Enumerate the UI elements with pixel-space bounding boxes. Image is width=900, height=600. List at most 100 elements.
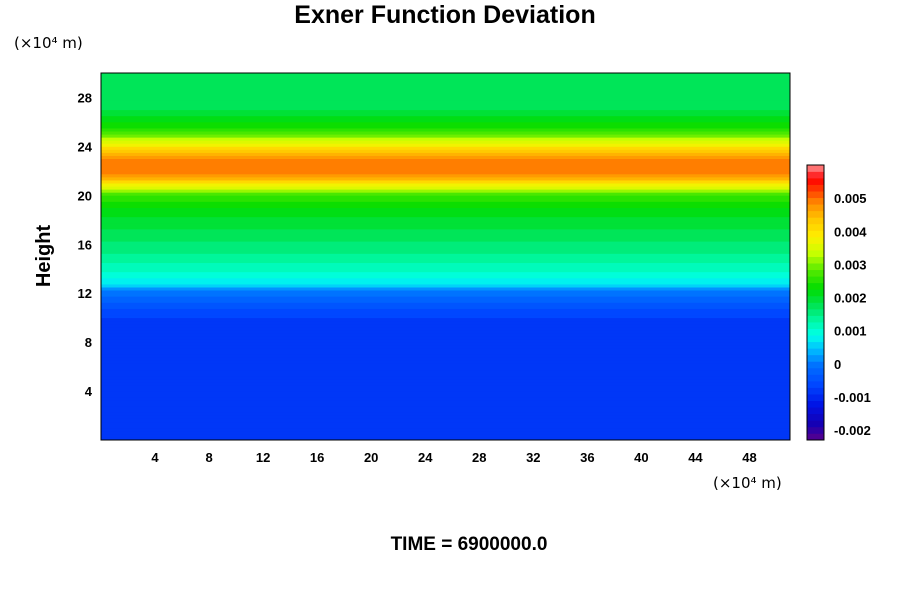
heatmap-band [101,317,790,322]
y-axis-label: Height [33,225,55,288]
x-axis-unit: (×10⁴ m) [713,474,782,492]
x-tick-label: 32 [526,450,540,465]
x-tick-label: 20 [364,450,378,465]
heatmap-band [101,219,790,224]
heatmap-band [101,344,790,349]
heatmap-band [101,378,790,383]
heatmap-band [101,335,790,340]
heatmap-band [101,225,790,230]
heatmap-band [101,167,790,172]
colorbar-swatch [807,433,824,441]
heatmap-band [101,106,790,111]
heatmap-band [101,418,790,423]
heatmap-band [101,146,790,150]
heatmap-band [101,311,790,316]
heatmap-band [101,176,790,181]
heatmap-band [101,396,790,401]
colorbar-tick-label: 0.005 [834,191,867,206]
heatmap-band [101,194,790,199]
colorbar-tick-label: 0.001 [834,324,867,339]
heatmap-band [101,121,790,126]
heatmap-band [101,412,790,416]
colorbar-swatch [807,413,824,421]
colorbar-swatch [807,190,824,199]
colorbar [806,164,825,441]
colorbar-swatch [807,203,824,212]
heatmap-band [101,72,790,77]
colorbar-swatch [807,406,824,415]
colorbar-swatch [807,426,824,434]
colorbar-swatch [807,236,824,244]
x-tick-label: 44 [688,450,703,465]
colorbar-swatch [807,256,824,264]
colorbar-tick-label: 0 [834,357,841,372]
y-tick-label: 8 [85,335,92,350]
heatmap-band [101,127,790,132]
heatmap-band [101,158,790,163]
x-tick-label: 12 [256,450,270,465]
heatmap-band [101,366,790,371]
heatmap-band [101,320,790,325]
colorbar-swatch [807,321,824,329]
colorbar-swatch [807,223,824,231]
colorbar-swatch [807,328,824,336]
heatmap-band [101,256,790,260]
heatmap-band [101,347,790,352]
heatmap-band [101,292,790,297]
heatmap-band [101,222,790,227]
heatmap-band [101,191,790,196]
heatmap-band [101,139,790,144]
colorbar-swatch [807,276,824,284]
heatmap-band [101,274,790,279]
heatmap-band [101,75,790,80]
heatmap-band [101,213,790,218]
plot-frame [100,72,791,441]
y-tick-label: 28 [78,90,92,105]
heatmap-band [101,326,790,331]
heatmap-band [101,271,790,276]
heatmap-band [101,430,790,435]
heatmap-band [101,249,790,254]
heatmap-band [101,185,790,190]
heatmap-band [101,173,790,178]
heatmap-band [101,360,790,364]
heatmap-band [101,100,790,104]
y-tick-label: 12 [78,286,92,301]
heatmap-band [101,118,790,123]
heatmap-band [101,142,790,147]
heatmap-band [101,216,790,221]
heatmap-band [101,182,790,187]
colorbar-swatch [807,289,824,297]
y-tick-label: 16 [78,237,92,252]
heatmap-band [101,314,790,319]
heatmap-band [101,405,790,410]
heatmap-band [101,268,790,273]
colorbar-swatch [807,315,824,323]
colorbar-swatch [807,387,824,395]
colorbar-tick-label: -0.002 [834,423,871,438]
y-tick-label: 20 [78,188,92,203]
heatmap-band [101,427,790,432]
colorbar-swatch [807,341,824,349]
heatmap-band [101,81,790,86]
heatmap-band [101,170,790,175]
heatmap-band [101,329,790,334]
heatmap-band [101,201,790,205]
colorbar-swatch [807,184,824,192]
heatmap-band [101,424,790,429]
heatmap-band [101,393,790,398]
heatmap-band [101,112,790,117]
heatmap-band [101,228,790,233]
x-tick-label: 16 [310,450,324,465]
colorbar-swatch [807,262,824,271]
x-tick-label: 36 [580,450,594,465]
colorbar-swatch [807,217,824,225]
colorbar-swatch [807,269,824,277]
colorbar-tick-label: 0.004 [834,224,867,239]
heatmap-band [101,237,790,242]
heatmap-band [101,301,790,306]
heatmap-band [101,421,790,426]
colorbar-swatch [807,334,824,343]
heatmap-band [101,341,790,346]
colorbar-swatch [807,171,824,179]
